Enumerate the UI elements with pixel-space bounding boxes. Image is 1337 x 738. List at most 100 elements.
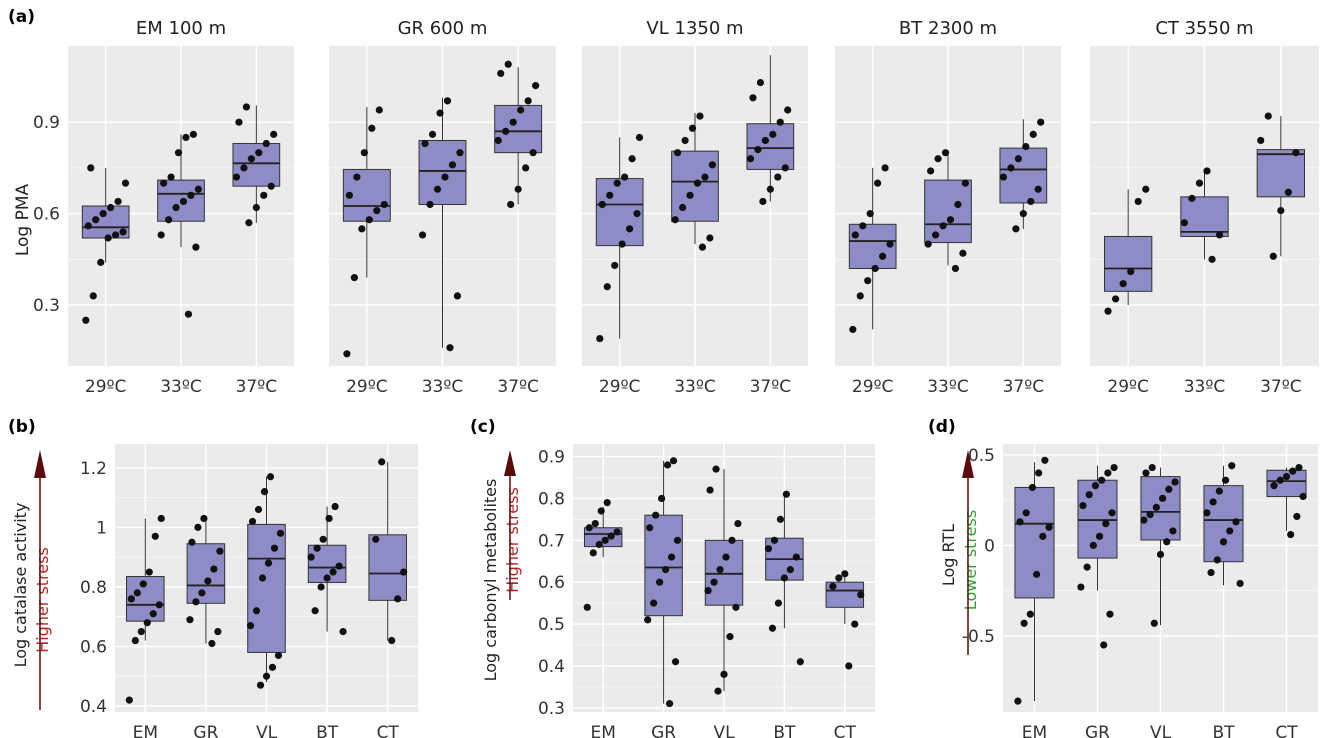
data-point — [258, 574, 267, 582]
data-point — [1077, 583, 1085, 591]
data-point — [453, 292, 462, 300]
data-point — [601, 536, 609, 544]
data-point — [1208, 255, 1216, 263]
data-point — [851, 231, 859, 239]
data-point — [1203, 509, 1211, 517]
data-point — [1293, 512, 1301, 521]
data-point — [373, 206, 381, 215]
data-point — [706, 486, 714, 494]
data-point — [504, 60, 512, 68]
data-point — [1083, 563, 1091, 571]
panel-a-3: 29ºC 33ºC 37ºC BT 2300 m — [835, 18, 1061, 397]
data-point — [246, 622, 255, 630]
y-tick-label: 0 — [984, 536, 995, 556]
stress-arrow-d — [962, 450, 974, 655]
data-point — [1089, 541, 1097, 550]
x-tick-label: CT — [834, 723, 857, 738]
data-point — [941, 149, 950, 157]
y-tick-label: 0.5 — [538, 615, 565, 635]
box-VL — [704, 539, 744, 606]
y-tick-label: 0.4 — [80, 697, 107, 717]
data-point — [1098, 476, 1106, 484]
data-point — [1163, 538, 1171, 546]
data-point — [671, 216, 679, 224]
y-tick-label: 1.2 — [80, 459, 107, 479]
data-point — [1039, 532, 1047, 540]
data-point — [497, 69, 505, 78]
data-point — [845, 662, 853, 670]
data-point — [1152, 503, 1160, 511]
data-point — [871, 264, 879, 273]
y-tick-label: 0.5 — [968, 446, 995, 466]
data-point — [345, 191, 353, 199]
data-point — [274, 651, 283, 660]
data-point — [849, 325, 857, 334]
data-point — [661, 566, 670, 574]
data-point — [781, 164, 789, 172]
stress-arrow-c — [504, 450, 516, 600]
data-point — [611, 261, 619, 270]
data-point — [596, 334, 604, 343]
data-point — [372, 535, 380, 543]
panel-a-4: 29ºC 33ºC 37ºC CT 3550 m — [1090, 18, 1319, 397]
data-point — [1014, 155, 1022, 163]
data-point — [1014, 697, 1022, 705]
data-point — [157, 231, 165, 239]
x-tick-label: GR — [1085, 723, 1110, 738]
data-point — [857, 591, 865, 599]
box-GR — [1077, 479, 1118, 559]
x-tick-label: 37ºC — [1003, 377, 1045, 397]
data-point — [784, 106, 792, 114]
data-point — [716, 566, 724, 574]
data-point — [1100, 641, 1108, 649]
data-point — [734, 519, 742, 528]
panel-letter-c: (c) — [470, 417, 496, 437]
data-point — [1284, 188, 1292, 196]
y-tick-label: 0.7 — [538, 531, 565, 551]
data-point — [663, 461, 672, 469]
x-tick-label: CT — [377, 723, 400, 738]
data-point — [139, 580, 147, 588]
x-tick-label: VL — [1150, 723, 1172, 738]
data-point — [704, 586, 712, 595]
data-point — [1022, 142, 1030, 151]
data-point — [959, 249, 967, 257]
data-point — [1028, 483, 1037, 492]
data-point — [1270, 482, 1278, 490]
x-tick-label: CT — [1275, 723, 1298, 738]
y-tick-label: 0.6 — [80, 637, 107, 657]
data-point — [859, 222, 867, 230]
stress-label-b: Higher stress — [33, 547, 52, 653]
x-tick-label: BT — [1212, 723, 1235, 738]
data-point — [260, 488, 269, 496]
data-point — [696, 112, 704, 120]
data-point — [1091, 482, 1100, 490]
data-point — [331, 502, 339, 511]
data-point — [786, 566, 794, 574]
data-point — [325, 514, 333, 523]
data-point — [625, 225, 634, 233]
data-point — [961, 179, 969, 187]
data-point — [137, 628, 145, 636]
y-tick-label: 0.4 — [538, 657, 565, 677]
data-point — [1236, 579, 1244, 588]
stress-label-c: Higher stress — [503, 487, 522, 593]
data-point — [360, 149, 368, 157]
data-point — [864, 277, 872, 285]
data-point — [878, 252, 887, 260]
data-point — [133, 589, 141, 597]
data-point — [157, 514, 165, 523]
data-point — [585, 524, 593, 532]
data-point — [1264, 112, 1272, 120]
data-point — [1158, 494, 1167, 502]
data-point — [343, 350, 351, 358]
y-tick-label: 0.6 — [33, 205, 60, 225]
data-point — [204, 577, 212, 585]
data-point — [732, 603, 740, 611]
box-33ºC — [1180, 196, 1229, 237]
box-29ºC — [1104, 235, 1153, 292]
data-point — [1150, 619, 1158, 627]
panel-letter-b: (b) — [8, 417, 36, 437]
data-point — [149, 610, 157, 618]
data-point — [365, 216, 373, 224]
